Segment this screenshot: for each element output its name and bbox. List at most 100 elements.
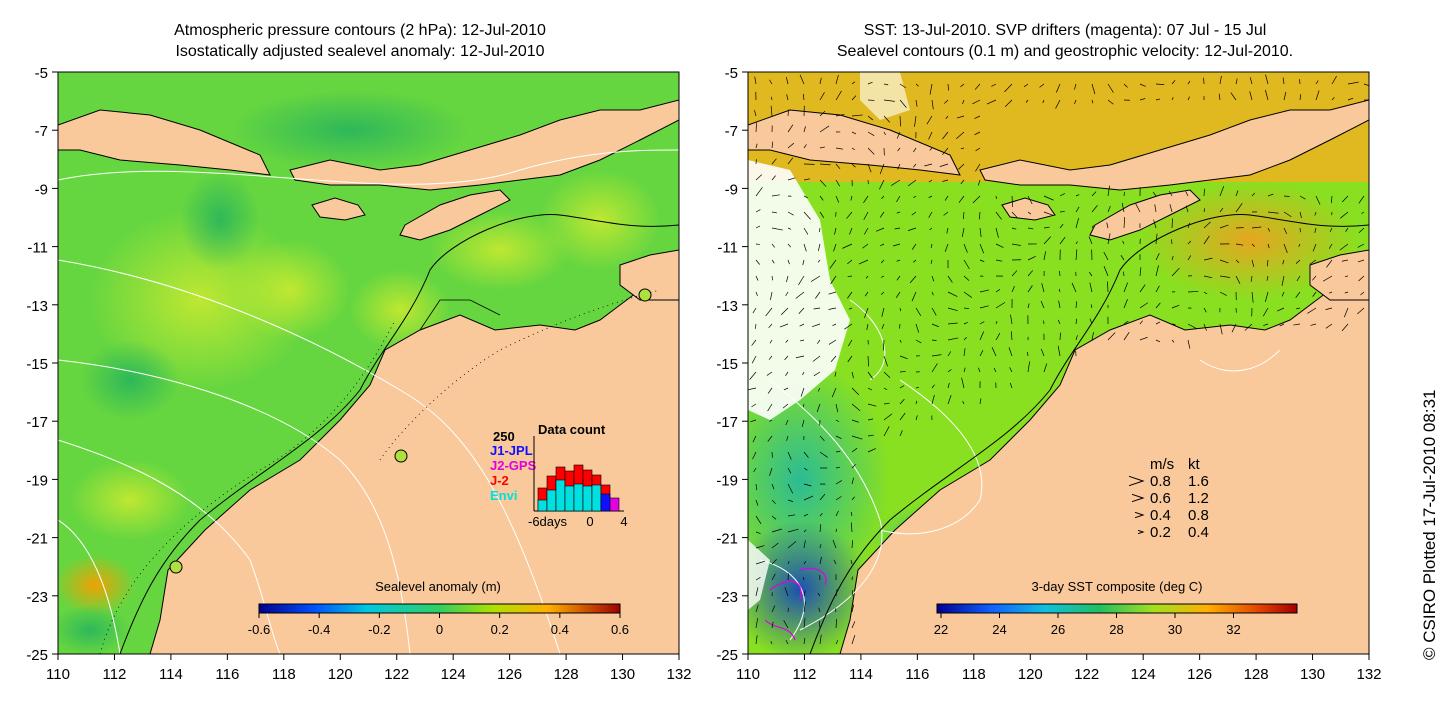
velocity-arrow (929, 147, 933, 151)
velocity-arrow (816, 403, 821, 413)
velocity-legend-ms: 0.4 (1150, 507, 1171, 524)
right-x-tick-label: 122 (1074, 666, 1099, 683)
velocity-arrow (835, 510, 839, 517)
velocity-arrow (771, 499, 776, 504)
velocity-arrow (787, 157, 794, 165)
velocity-arrow (972, 99, 981, 105)
velocity-arrow (883, 99, 895, 102)
velocity-arrow (947, 307, 958, 312)
velocity-arrow (928, 131, 933, 140)
velocity-arrow (1185, 205, 1189, 213)
velocity-arrow (803, 540, 806, 549)
velocity-arrow (1265, 74, 1269, 85)
velocity-arrow (818, 607, 821, 613)
velocity-arrow (1056, 83, 1061, 93)
velocity-arrow (1315, 195, 1321, 205)
velocity-arrow (1027, 195, 1033, 205)
velocity-arrow (986, 99, 997, 105)
velocity-arrow (931, 394, 935, 405)
velocity-arrow (1340, 211, 1349, 219)
velocity-arrow (1121, 202, 1125, 213)
velocity-arrow (851, 131, 857, 135)
velocity-arrow (752, 435, 757, 443)
velocity-arrow (1339, 243, 1349, 251)
velocity-arrow (771, 573, 776, 581)
velocity-arrow (832, 323, 837, 327)
velocity-arrow (752, 451, 757, 460)
velocity-arrow (1203, 221, 1211, 229)
velocity-arrow (995, 302, 1006, 309)
velocity-arrow (851, 590, 854, 597)
velocity-arrow (978, 367, 981, 373)
left-land-ne-coast (619, 249, 679, 301)
velocity-arrow (1043, 195, 1054, 201)
velocity-arrow (1169, 204, 1173, 213)
velocity-arrow (1106, 222, 1109, 229)
velocity-arrow (769, 467, 773, 476)
velocity-arrow (1040, 300, 1045, 309)
velocity-arrow (834, 608, 837, 613)
velocity-arrow (799, 74, 805, 85)
velocity-arrow (787, 451, 792, 460)
velocity-arrow (771, 621, 774, 629)
velocity-arrow (787, 142, 795, 149)
velocity-arrow (963, 348, 966, 357)
velocity-arrow (975, 163, 981, 172)
velocity-arrow (755, 187, 763, 197)
velocity-arrow (1155, 285, 1160, 293)
velocity-arrow (847, 275, 853, 278)
velocity-arrow (862, 243, 869, 249)
velocity-arrow (851, 635, 856, 645)
velocity-arrow (1219, 275, 1231, 278)
velocity-arrow (1011, 270, 1018, 277)
velocity-arrow (1075, 241, 1078, 245)
velocity-arrow (755, 174, 763, 181)
velocity-arrow (1299, 94, 1302, 101)
velocity-arrow (995, 332, 1001, 341)
velocity-arrow (842, 243, 853, 249)
velocity-arrow (771, 96, 773, 101)
left-colorbar-tick: -0.2 (368, 622, 390, 637)
velocity-arrow (832, 539, 837, 549)
velocity-arrow (771, 605, 776, 613)
velocity-arrow (787, 467, 792, 474)
left-y-tick-label: -9 (35, 181, 48, 198)
velocity-arrow (1235, 243, 1244, 246)
velocity-arrow (819, 110, 826, 117)
velocity-arrow (835, 480, 843, 485)
left-colorbar-tick: 0.6 (611, 622, 629, 637)
velocity-arrow (883, 402, 890, 405)
velocity-arrow (771, 141, 774, 149)
velocity-arrow (1043, 226, 1050, 229)
left-colorbar-tick: -0.6 (248, 622, 270, 637)
velocity-arrow (907, 227, 917, 231)
velocity-arrow (883, 413, 893, 421)
velocity-arrow (848, 307, 853, 310)
velocity-arrow (865, 275, 869, 279)
velocity-arrow (755, 275, 759, 281)
left-y-tick-label: -15 (26, 356, 48, 373)
velocity-arrow (883, 371, 891, 378)
velocity-arrow (1358, 227, 1365, 233)
velocity-arrow (835, 163, 841, 170)
velocity-arrow (867, 355, 869, 367)
velocity-arrow (1219, 323, 1223, 335)
velocity-arrow (1187, 323, 1197, 329)
velocity-arrow (977, 179, 981, 186)
velocity-arrow (1235, 202, 1243, 213)
velocity-arrow (963, 321, 968, 325)
velocity-arrow (928, 195, 933, 199)
left-colorbar-tick: 0.2 (491, 622, 509, 637)
velocity-arrow (803, 243, 807, 252)
velocity-arrow (899, 339, 902, 343)
velocity-arrow (785, 339, 789, 343)
left-y-tick-label: -5 (35, 65, 48, 82)
velocity-arrow (799, 323, 805, 327)
velocity-arrow (819, 195, 824, 201)
velocity-arrow (768, 323, 773, 329)
right-y-tick-label: -5 (725, 65, 738, 82)
velocity-arrow (1331, 97, 1335, 101)
velocity-arrow (947, 382, 950, 389)
velocity-arrow (867, 387, 873, 391)
velocity-arrow (863, 211, 869, 220)
